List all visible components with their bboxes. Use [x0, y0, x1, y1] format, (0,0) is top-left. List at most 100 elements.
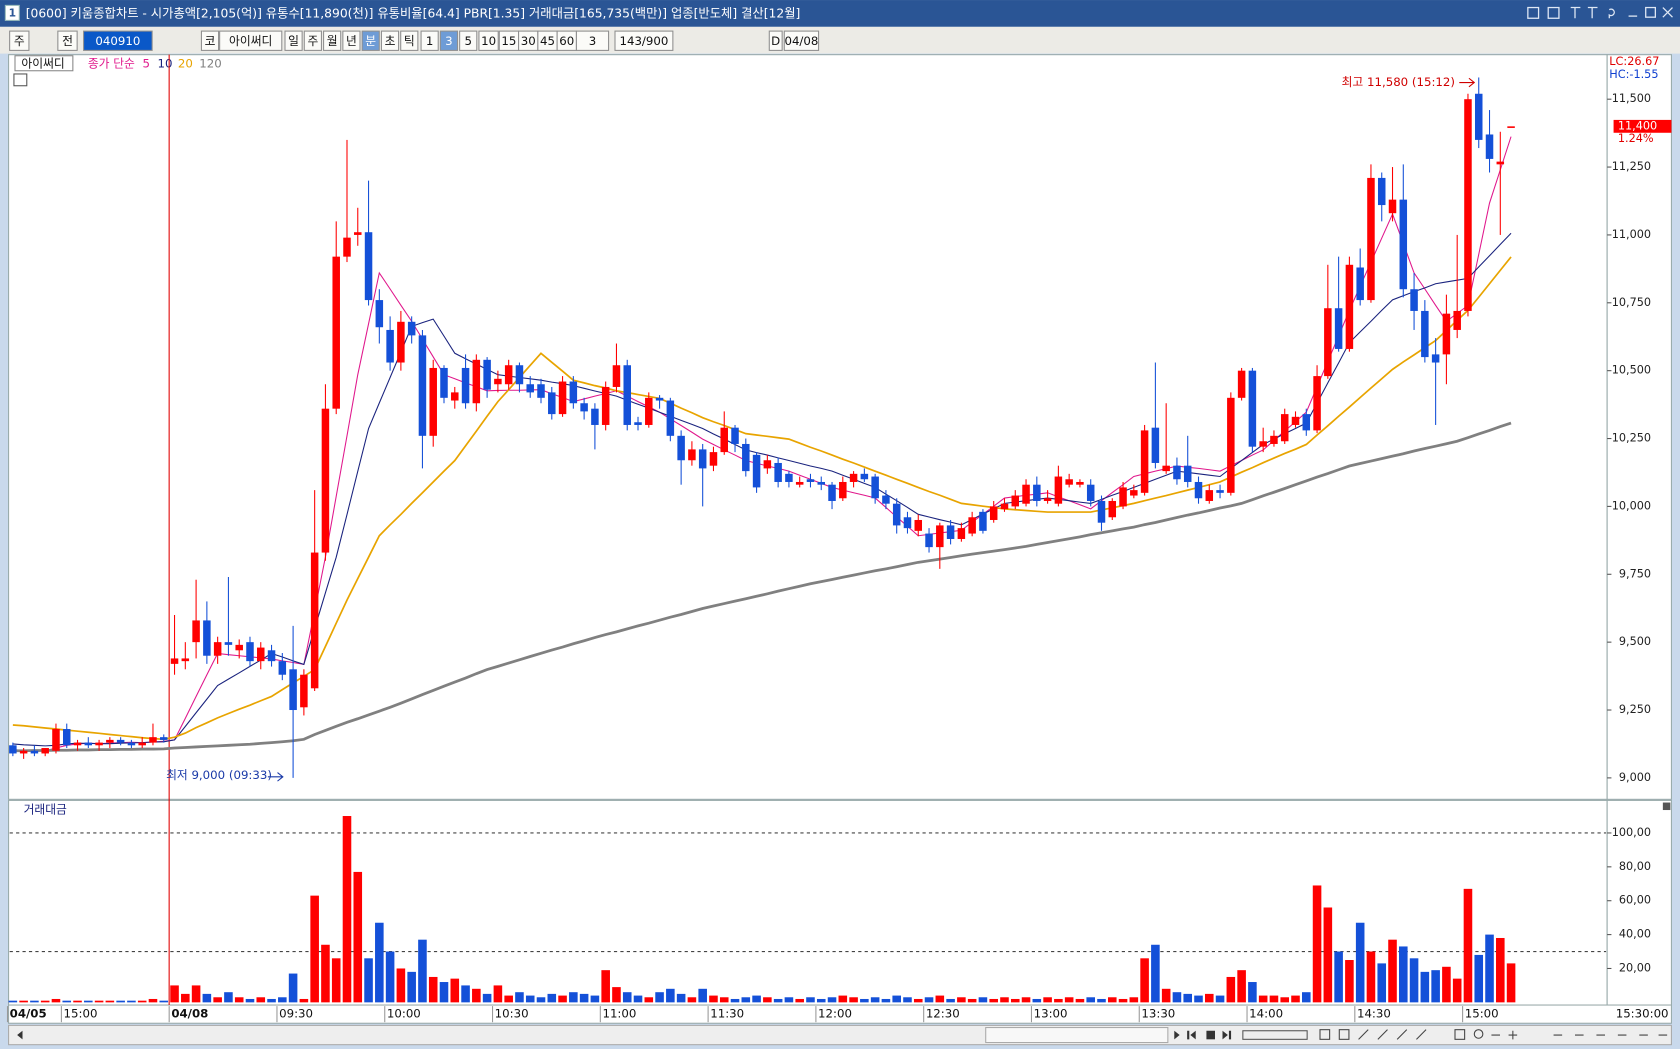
toolbar-button[interactable] [219, 30, 283, 51]
toolbar-label[interactable]: 틱 [404, 34, 415, 48]
toolbar-label[interactable]: 아이써디 [229, 34, 272, 48]
time-axis [8, 1004, 1672, 1024]
scroll-left[interactable] [17, 1030, 23, 1040]
btn-max[interactable] [1645, 6, 1656, 18]
toolbar-button[interactable] [783, 30, 820, 51]
toolbar-label[interactable]: 45 [540, 34, 555, 48]
volume-bar [331, 958, 341, 1003]
volume-bar [116, 1000, 125, 1003]
toolbar-label[interactable]: 코 [205, 34, 216, 48]
toolbar-label[interactable]: 월 [327, 34, 338, 48]
toolbar-button[interactable] [323, 30, 342, 51]
calendar-icon[interactable] [13, 73, 28, 87]
zoom-slider[interactable] [1242, 1030, 1308, 1040]
toolbar-label[interactable]: 10 [481, 34, 496, 48]
window-buttons[interactable] [1527, 6, 1673, 19]
volume-bar [278, 997, 287, 1003]
candle-body [1162, 465, 1170, 472]
candle-body [817, 481, 825, 485]
volume-bar [353, 871, 363, 1003]
toolbar-button[interactable] [83, 30, 153, 51]
toolbar-label[interactable]: 040910 [95, 34, 140, 48]
toolbar-label[interactable]: 30 [521, 34, 536, 48]
toolbar-button[interactable] [9, 30, 30, 51]
ctl-last[interactable] [1222, 1030, 1232, 1040]
toolbar-label[interactable]: D [771, 34, 780, 48]
toolbar-label[interactable]: 3 [445, 34, 453, 48]
toolbar-label[interactable]: 60 [559, 34, 574, 48]
toolbar-button[interactable] [57, 30, 78, 51]
icon-lines[interactable] [1358, 1029, 1427, 1040]
volume-bar [558, 995, 567, 1003]
toolbar-button[interactable] [439, 30, 459, 51]
volume-bar [181, 993, 190, 1003]
toolbar-button[interactable] [768, 30, 783, 51]
volume-bar [1043, 997, 1052, 1003]
toolbar-label[interactable]: 주 [14, 34, 25, 48]
scroll-controls[interactable] [1174, 1030, 1232, 1040]
btn-help[interactable] [1608, 8, 1615, 19]
toolbar-label[interactable]: 분 [365, 34, 376, 48]
candle-body [903, 517, 912, 529]
toolbar-button[interactable] [342, 30, 361, 51]
toolbar-button[interactable] [478, 30, 499, 51]
toolbar-label[interactable]: 전 [62, 34, 73, 48]
price-panel [8, 54, 1608, 800]
toolbar-label[interactable]: 1 [426, 34, 434, 48]
ctl-first[interactable] [1187, 1030, 1196, 1040]
toolbar-label[interactable]: 143/900 [619, 34, 668, 48]
icon-b[interactable] [1338, 1029, 1350, 1040]
volume-bar [515, 992, 524, 1003]
toolbar-label[interactable]: 04/08 [784, 34, 818, 48]
volume-bar [957, 997, 966, 1003]
candle-body [558, 381, 567, 415]
btn-t[interactable] [1587, 6, 1598, 19]
btn-1[interactable] [1527, 6, 1540, 19]
volume-bar [1377, 963, 1387, 1003]
toolbar-button[interactable] [200, 30, 220, 51]
panel-close[interactable] [1662, 802, 1671, 811]
icon-misc[interactable] [1491, 1030, 1668, 1040]
candle-body [52, 729, 60, 751]
toolbar-label[interactable]: 5 [464, 34, 472, 48]
x-tick-label: 04/08 [171, 1007, 208, 1021]
toolbar-button[interactable] [459, 30, 478, 51]
x-tick-label: 10:30 [495, 1007, 529, 1021]
volume-bar [1258, 995, 1268, 1003]
title-bar [0, 0, 1680, 27]
toolbar-button[interactable] [575, 30, 610, 51]
toolbar-button[interactable] [303, 30, 322, 51]
btn-close[interactable] [1662, 7, 1673, 18]
toolbar-label[interactable]: 초 [385, 34, 396, 48]
volume-bar [913, 998, 923, 1003]
candle-body [957, 528, 966, 539]
toolbar-button[interactable] [400, 30, 419, 51]
toolbar-button[interactable] [284, 30, 303, 51]
ctl-stop[interactable] [1206, 1030, 1215, 1040]
volume-bar [1399, 946, 1408, 1003]
toolbar-button[interactable] [361, 30, 380, 51]
scroll-thumb[interactable] [985, 1027, 1169, 1044]
toolbar-label[interactable]: 년 [346, 34, 357, 48]
legend-box [14, 55, 74, 72]
btn-pin[interactable] [1570, 6, 1581, 19]
icon-zoom[interactable] [1473, 1029, 1484, 1039]
icon-a[interactable] [1319, 1029, 1331, 1040]
candle-body [882, 495, 890, 504]
toolbar-button[interactable] [420, 30, 439, 51]
scrollbar[interactable] [8, 1024, 1672, 1046]
candle-body [537, 384, 545, 398]
icon-c[interactable] [1454, 1029, 1466, 1040]
toolbar-label[interactable]: 주 [307, 34, 318, 48]
toolbar-label[interactable]: 15 [501, 34, 516, 48]
toolbar-button[interactable] [380, 30, 400, 51]
toolbar-label[interactable]: 일 [288, 34, 299, 48]
candle-body [601, 386, 610, 425]
btn-2[interactable] [1547, 6, 1560, 19]
toolbar-button[interactable] [614, 30, 674, 51]
volume-bar [1485, 934, 1494, 1003]
x-tick-label: 12:00 [818, 1007, 852, 1021]
bottom-icons[interactable] [1319, 1029, 1668, 1040]
toolbar-label[interactable]: 3 [589, 34, 597, 48]
ctl-next[interactable] [1174, 1030, 1180, 1040]
